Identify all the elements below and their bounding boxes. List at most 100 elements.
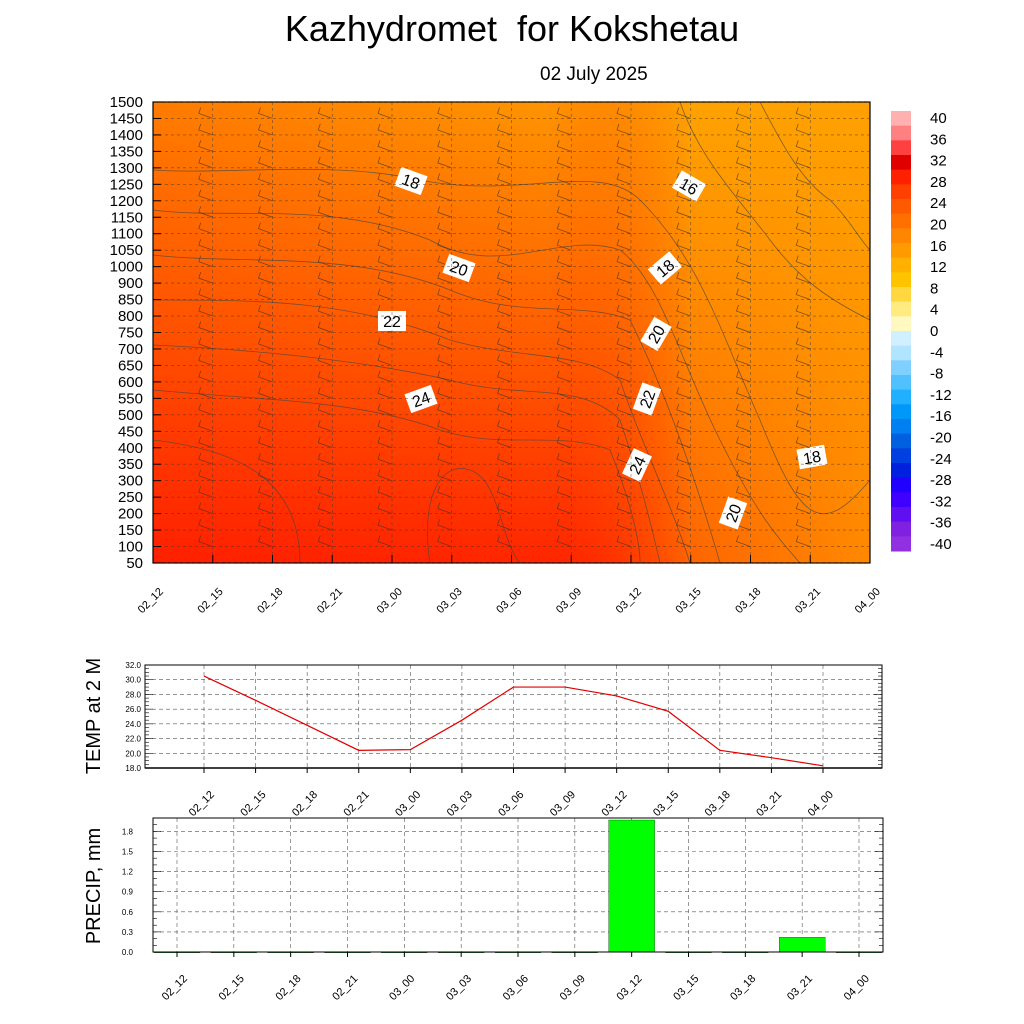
wind-barb xyxy=(497,420,512,432)
temp-y-tick-label: 26.0 xyxy=(125,705,141,714)
heatmap-y-tick-label: 1150 xyxy=(111,209,143,226)
wind-barb xyxy=(676,156,691,169)
wind-barb xyxy=(616,107,632,119)
wind-barb xyxy=(795,304,811,317)
contour-label-box xyxy=(622,448,652,482)
heatmap-x-tick-label: 03_15 xyxy=(674,586,704,616)
wind-barb xyxy=(616,255,632,267)
precip-y-ticks: 1.8 1.5 1.2 0.9 0.6 0.3 0.0 xyxy=(122,817,883,957)
heatmap-x-tick-label: 03_06 xyxy=(494,586,524,616)
wind-barb xyxy=(317,387,333,399)
wind-barb xyxy=(258,370,273,383)
wind-barb xyxy=(616,304,632,317)
wind-barb xyxy=(497,518,512,531)
wind-barb xyxy=(556,107,572,119)
contour-lines xyxy=(152,101,871,564)
wind-barb xyxy=(258,403,273,416)
colorbar-swatch xyxy=(891,331,911,347)
wind-barb xyxy=(198,271,213,284)
wind-barb xyxy=(198,436,213,449)
colorbar-label: 28 xyxy=(930,174,947,191)
colorbar: 4036322824201612840-4-8-12-16-20-24-28-3… xyxy=(891,110,952,553)
wind-barb xyxy=(198,222,213,235)
wind-barb xyxy=(198,156,213,169)
wind-barb xyxy=(556,288,572,300)
wind-barb xyxy=(437,420,452,432)
wind-barb xyxy=(497,453,512,465)
wind-barb xyxy=(736,123,751,136)
wind-barb xyxy=(497,173,512,185)
wind-barb xyxy=(616,271,632,284)
wind-barb xyxy=(616,518,632,531)
wind-barb xyxy=(616,370,632,383)
wind-barb xyxy=(377,222,393,235)
wind-barb xyxy=(377,140,393,152)
wind-barb xyxy=(377,189,393,202)
wind-barb xyxy=(795,255,811,267)
wind-barb xyxy=(198,518,213,531)
temp-x-tick-label: 03_21 xyxy=(754,789,784,819)
wind-barb xyxy=(377,173,393,185)
wind-barb xyxy=(258,535,273,547)
temp-y-label: TEMP at 2 M xyxy=(83,658,105,774)
contour-label-text: 18 xyxy=(802,449,823,469)
wind-barb xyxy=(556,502,572,514)
wind-barb xyxy=(736,370,751,383)
colorbar-label: -8 xyxy=(930,366,943,383)
wind-barb xyxy=(497,288,512,300)
wind-barb xyxy=(556,156,572,169)
wind-barb xyxy=(198,453,213,465)
wind-barb xyxy=(497,123,512,136)
colorbar-swatch xyxy=(891,287,911,303)
wind-barb xyxy=(377,337,393,350)
wind-barb xyxy=(317,403,333,416)
precip-y-label: PRECIP, mm xyxy=(83,828,105,944)
heatmap-y-tick-label: 450 xyxy=(118,423,143,440)
wind-barb xyxy=(736,420,751,432)
precip-x-tick-label: 03_12 xyxy=(614,973,644,1003)
colorbar-swatch xyxy=(891,213,911,229)
wind-barb xyxy=(497,239,512,251)
wind-barb xyxy=(198,420,213,432)
chart-title: Kazhydromet for Kokshetau xyxy=(284,8,740,49)
wind-barb xyxy=(377,239,393,251)
wind-barb xyxy=(676,107,691,119)
wind-barb xyxy=(317,370,333,383)
wind-barb xyxy=(556,370,572,383)
precip-y-tick-label: 0.3 xyxy=(122,928,134,937)
wind-barb xyxy=(616,173,632,185)
wind-barb xyxy=(497,140,512,152)
colorbar-label: -40 xyxy=(930,536,952,553)
wind-barb xyxy=(556,123,572,136)
wind-barb xyxy=(556,304,572,317)
heatmap-y-tick-label: 300 xyxy=(118,473,143,490)
wind-barb xyxy=(258,387,273,399)
wind-barb xyxy=(198,239,213,251)
wind-barb xyxy=(258,271,273,284)
wind-barb xyxy=(198,387,213,399)
wind-barb xyxy=(258,222,273,235)
wind-barb xyxy=(437,535,452,547)
contour-label-box xyxy=(632,382,662,416)
wind-barb xyxy=(616,535,632,547)
wind-barb xyxy=(736,206,751,218)
wind-barb xyxy=(795,436,811,449)
wind-barb xyxy=(497,271,512,284)
contour-label: 24 xyxy=(622,448,652,482)
wind-barb xyxy=(198,486,213,498)
wind-barb xyxy=(795,288,811,300)
wind-barb xyxy=(616,321,632,333)
precip-x-tick-label: 02_12 xyxy=(160,973,190,1003)
wind-barb xyxy=(258,469,273,482)
wind-barb xyxy=(736,156,751,169)
precip-x-tick-label: 03_03 xyxy=(444,973,474,1003)
wind-barb xyxy=(317,535,333,547)
wind-barb xyxy=(198,370,213,383)
wind-barb xyxy=(317,123,333,136)
wind-barb xyxy=(377,354,393,366)
wind-barb xyxy=(258,453,273,465)
wind-barb xyxy=(676,239,691,251)
wind-barb xyxy=(616,502,632,514)
wind-barb xyxy=(437,189,452,202)
colorbar-swatch xyxy=(891,272,911,288)
